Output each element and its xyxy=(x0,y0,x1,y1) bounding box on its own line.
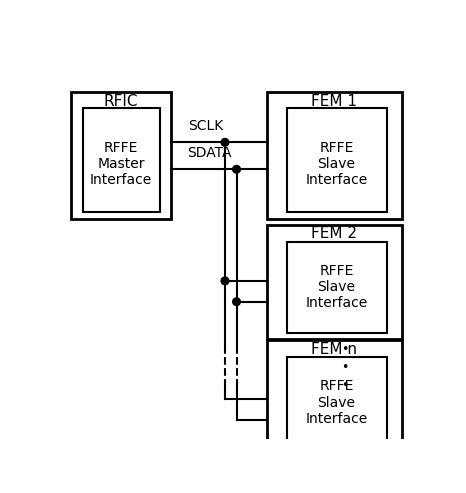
Text: RFFE: RFFE xyxy=(319,264,354,278)
Text: FEM n: FEM n xyxy=(311,342,357,357)
Text: Interface: Interface xyxy=(90,173,152,187)
Bar xyxy=(267,340,402,454)
Text: Slave: Slave xyxy=(318,157,356,171)
Text: Interface: Interface xyxy=(306,412,368,426)
Text: FEM 2: FEM 2 xyxy=(311,226,357,242)
Text: Slave: Slave xyxy=(318,280,356,294)
Text: RFIC: RFIC xyxy=(104,94,138,109)
Circle shape xyxy=(233,298,240,306)
Text: RFFE: RFFE xyxy=(104,141,138,155)
Text: Interface: Interface xyxy=(306,173,368,187)
Bar xyxy=(71,92,171,219)
Text: Master: Master xyxy=(97,157,145,171)
Bar xyxy=(267,92,402,219)
Bar xyxy=(82,107,159,211)
Text: SCLK: SCLK xyxy=(188,119,223,133)
Circle shape xyxy=(221,277,229,285)
Bar xyxy=(287,357,387,448)
Text: •
•
•: • • • xyxy=(341,343,348,391)
Bar xyxy=(287,242,387,332)
Text: SDATA: SDATA xyxy=(187,146,232,160)
Text: RFFE: RFFE xyxy=(319,380,354,393)
Circle shape xyxy=(221,139,229,146)
Bar xyxy=(267,225,402,339)
Text: RFFE: RFFE xyxy=(319,141,354,155)
Bar xyxy=(287,107,387,211)
Circle shape xyxy=(233,166,240,173)
Text: Slave: Slave xyxy=(318,395,356,410)
Text: Interface: Interface xyxy=(306,296,368,310)
Text: FEM 1: FEM 1 xyxy=(311,94,357,109)
